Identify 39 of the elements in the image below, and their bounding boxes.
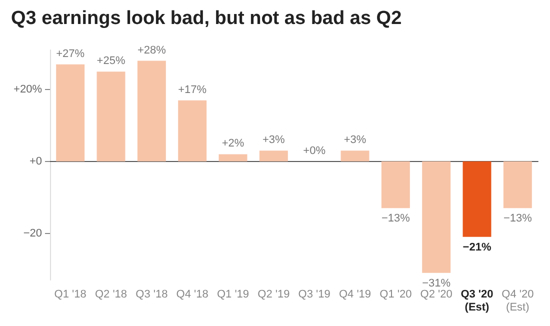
data-label: +17% (178, 84, 207, 96)
x-tick-label: Q3 '18 (136, 288, 168, 300)
data-label: +0% (303, 144, 326, 157)
y-tick-label: −20 (23, 227, 42, 240)
data-label: +3% (344, 134, 366, 146)
bar (340, 150, 370, 162)
bar (137, 60, 166, 162)
bar (96, 72, 126, 162)
data-label: +28% (137, 44, 166, 56)
bar (462, 161, 492, 237)
bar (381, 161, 410, 208)
bar (422, 161, 451, 273)
data-label: +3% (262, 134, 286, 146)
data-label: −31% (422, 277, 451, 290)
data-label: +27% (56, 48, 85, 60)
data-label: +25% (96, 55, 126, 68)
bar (218, 154, 248, 162)
y-tick-label: +20% (14, 84, 42, 96)
x-tick-label: Q4 '19 (338, 288, 372, 300)
bar (259, 150, 288, 162)
bar (178, 100, 207, 162)
chart-title: Q3 earnings look bad, but not as bad as Q2 (11, 8, 402, 29)
data-label: −13% (503, 212, 532, 225)
x-tick-label: Q1 '18 (54, 288, 86, 300)
x-tick-label: Q1 '19 (216, 288, 250, 300)
x-tick-label: Q2 '18 (94, 288, 128, 300)
x-tick-label: Q2 '19 (258, 288, 290, 300)
y-tick-label: +0 (29, 155, 42, 168)
bar (56, 64, 85, 162)
x-tick-label: Q4 '18 (176, 288, 208, 300)
x-tick-label: Q3 '20 (Est) (460, 288, 494, 314)
x-tick-label: Q3 '19 (298, 288, 330, 300)
x-tick-label: Q2 '20 (420, 288, 452, 300)
data-label: −13% (381, 212, 410, 225)
data-label: +2% (222, 138, 244, 150)
bar (503, 161, 532, 208)
x-tick-label: Q1 '20 (380, 288, 412, 300)
x-tick-label: Q4 '20 (Est) (502, 288, 534, 314)
data-label: −21% (462, 241, 492, 254)
